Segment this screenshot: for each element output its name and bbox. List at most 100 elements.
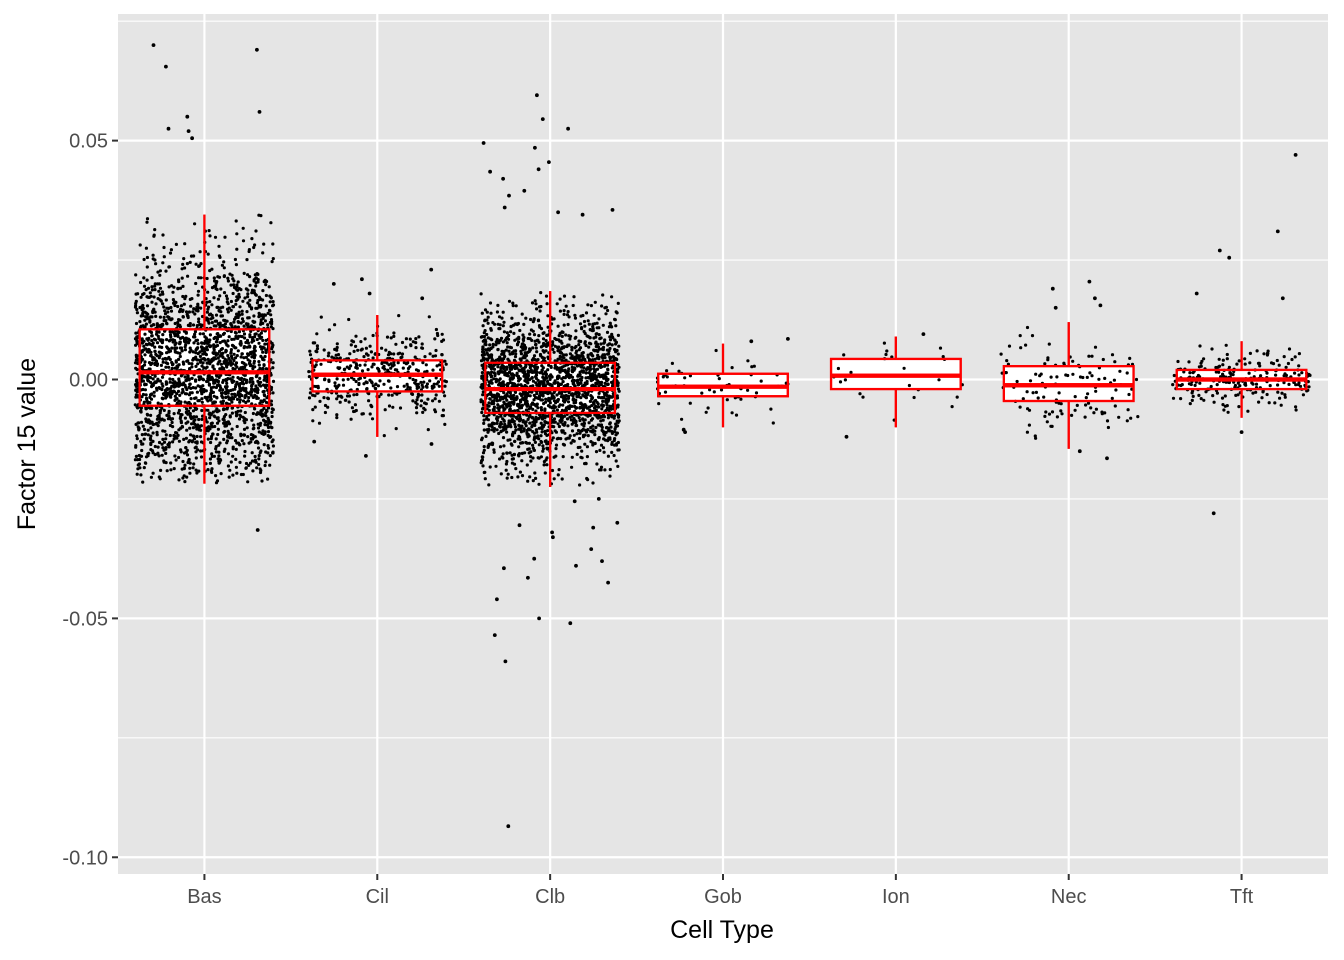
data-point xyxy=(155,341,160,345)
data-point xyxy=(578,322,583,326)
data-point xyxy=(152,295,156,299)
data-point xyxy=(574,392,578,396)
data-point xyxy=(566,372,570,376)
data-point xyxy=(254,229,258,233)
data-point xyxy=(586,319,590,323)
data-point xyxy=(144,288,148,292)
data-point xyxy=(600,407,604,411)
data-point xyxy=(380,346,384,350)
data-point xyxy=(437,399,441,403)
data-point xyxy=(491,421,495,425)
data-point xyxy=(250,459,255,463)
data-point xyxy=(1084,403,1088,407)
data-point xyxy=(531,446,535,450)
data-point xyxy=(587,357,592,362)
data-point xyxy=(308,391,312,395)
data-point xyxy=(225,319,229,323)
data-point xyxy=(574,335,578,339)
data-point xyxy=(201,378,206,382)
data-point xyxy=(510,461,514,465)
data-point xyxy=(594,375,599,379)
outlier-point xyxy=(517,523,522,528)
data-point xyxy=(197,276,201,280)
data-point xyxy=(427,315,431,319)
data-point xyxy=(598,468,602,472)
data-point xyxy=(495,393,499,397)
data-point xyxy=(157,282,161,286)
data-point xyxy=(192,415,196,419)
data-point xyxy=(226,464,230,468)
data-point xyxy=(234,302,238,306)
data-point xyxy=(212,394,216,398)
data-point xyxy=(496,303,500,307)
data-point xyxy=(229,299,233,304)
data-point xyxy=(530,425,534,429)
data-point xyxy=(216,432,220,437)
data-point xyxy=(266,444,270,448)
data-point xyxy=(516,408,520,413)
data-point xyxy=(536,378,540,382)
data-point xyxy=(234,457,238,461)
data-point xyxy=(606,368,610,372)
data-point xyxy=(266,416,270,420)
data-point xyxy=(163,309,167,313)
data-point xyxy=(169,389,173,393)
data-point xyxy=(849,370,853,374)
data-point xyxy=(271,350,275,354)
data-point xyxy=(505,365,509,369)
data-point xyxy=(581,427,585,431)
data-point xyxy=(524,394,528,398)
data-point xyxy=(247,463,251,467)
data-point xyxy=(525,463,529,467)
data-point xyxy=(183,416,187,420)
data-point xyxy=(481,356,485,360)
data-point xyxy=(266,477,270,481)
data-point xyxy=(607,342,612,346)
data-point xyxy=(404,345,408,349)
data-point xyxy=(152,422,156,426)
data-point xyxy=(138,243,142,247)
data-point xyxy=(136,458,140,462)
data-point xyxy=(523,351,527,355)
data-point xyxy=(577,356,581,360)
data-point xyxy=(568,434,572,438)
data-point xyxy=(266,323,270,327)
outlier-point xyxy=(533,145,537,150)
data-point xyxy=(181,459,185,464)
data-point xyxy=(529,317,533,322)
data-point xyxy=(218,341,222,345)
data-point xyxy=(525,404,529,408)
data-point xyxy=(254,284,258,288)
data-point xyxy=(138,320,142,324)
data-point xyxy=(258,470,263,475)
data-point xyxy=(180,425,185,429)
data-point xyxy=(265,423,269,427)
data-point xyxy=(153,452,157,457)
data-point xyxy=(608,355,612,359)
data-point xyxy=(177,280,181,284)
data-point xyxy=(508,403,512,407)
data-point xyxy=(146,428,150,432)
data-point xyxy=(228,359,232,363)
data-point xyxy=(256,446,261,450)
data-point xyxy=(269,425,273,429)
data-point xyxy=(235,354,239,358)
data-point xyxy=(266,451,270,455)
data-point xyxy=(512,452,517,456)
data-point xyxy=(1100,412,1104,416)
data-point xyxy=(256,391,260,395)
data-point xyxy=(522,322,526,326)
data-point xyxy=(492,377,496,381)
data-point xyxy=(481,455,485,459)
data-point xyxy=(222,266,226,270)
data-point xyxy=(680,417,684,421)
data-point xyxy=(417,393,421,397)
data-point xyxy=(858,392,862,396)
data-point xyxy=(134,366,138,370)
data-point xyxy=(184,446,188,450)
data-point xyxy=(176,389,181,393)
data-point xyxy=(186,460,190,465)
data-point xyxy=(589,352,593,356)
data-point xyxy=(354,334,358,338)
data-point xyxy=(661,375,665,379)
